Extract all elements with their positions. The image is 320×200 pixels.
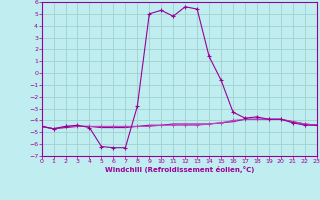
X-axis label: Windchill (Refroidissement éolien,°C): Windchill (Refroidissement éolien,°C)	[105, 166, 254, 173]
